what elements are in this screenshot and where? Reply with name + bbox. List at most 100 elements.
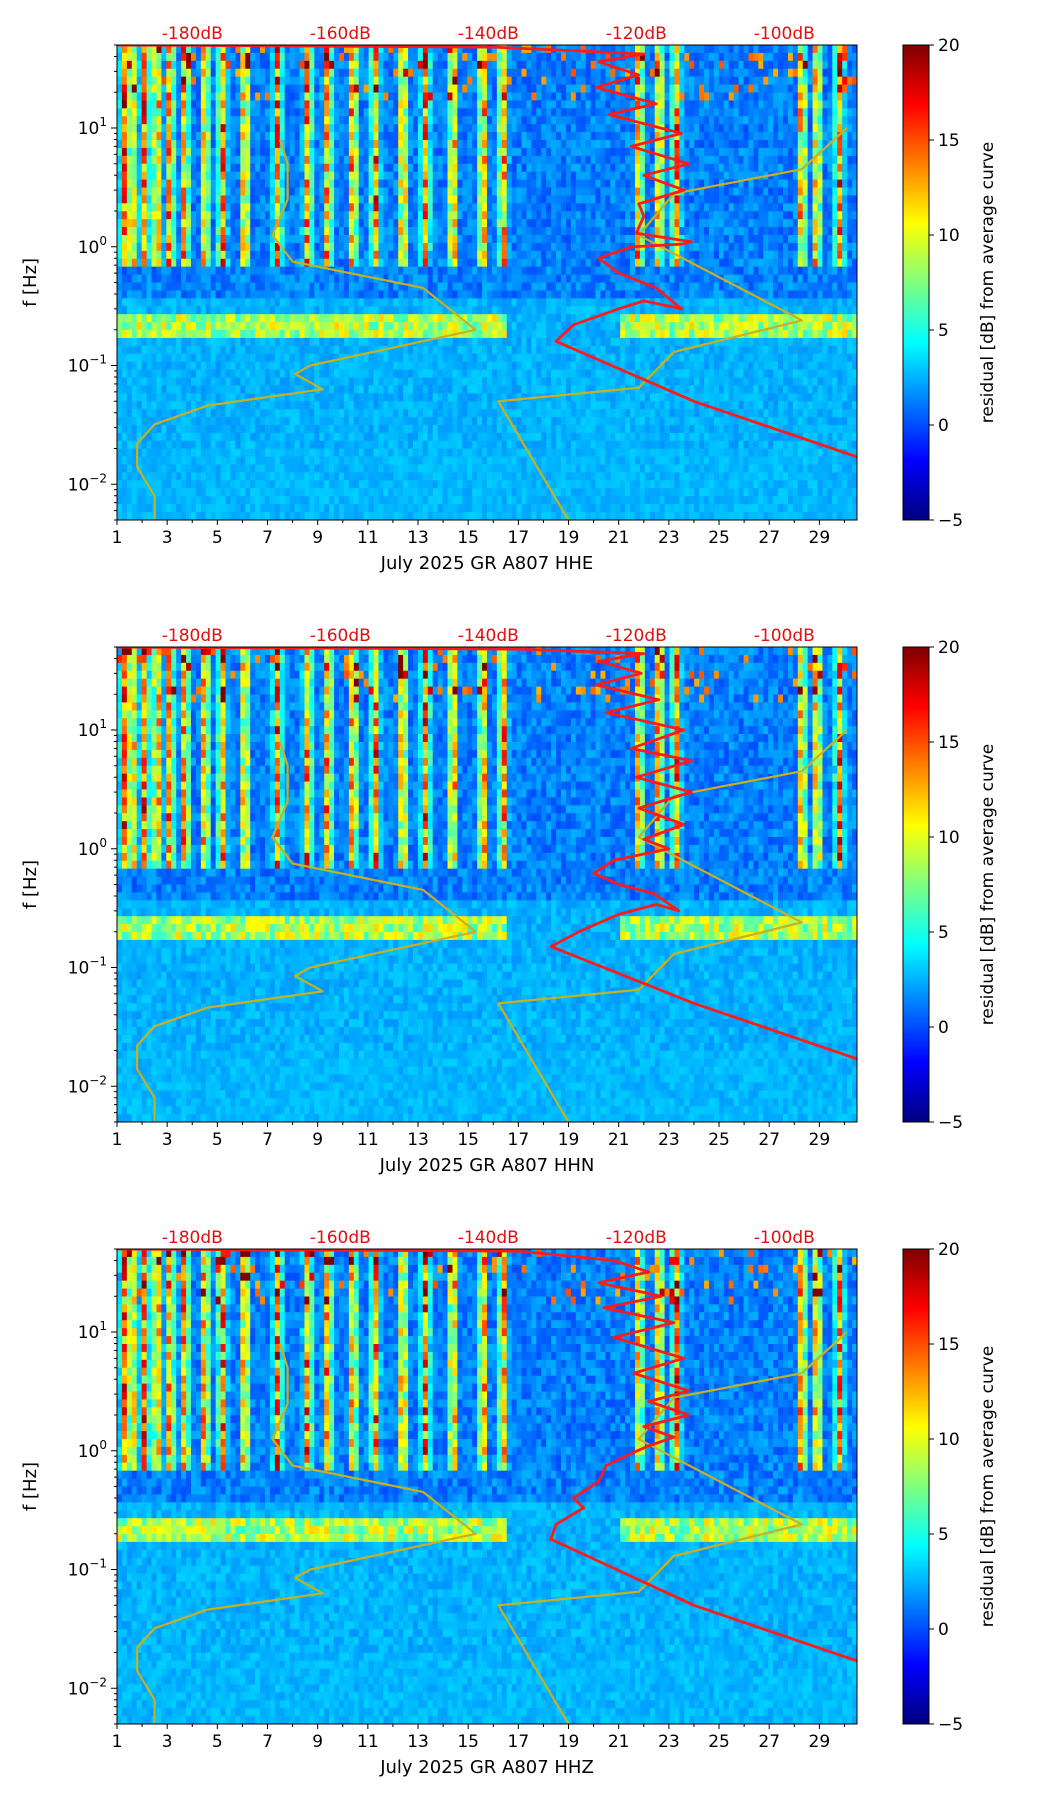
x-tick-label: 5 — [212, 528, 223, 548]
x-tick-label: 21 — [608, 1732, 630, 1752]
y-axis-label: f [Hz] — [20, 860, 41, 909]
y-axis-label: f [Hz] — [20, 1462, 41, 1511]
x-tick-label: 19 — [558, 1732, 580, 1752]
x-tick-label: 27 — [758, 1732, 780, 1752]
x-tick-label: 17 — [508, 528, 530, 548]
db-scale-label: -120dB — [606, 626, 667, 646]
x-tick-label: 9 — [312, 1130, 323, 1150]
colorbar-tick-label: 15 — [938, 1335, 960, 1355]
x-tick-label: 11 — [357, 1130, 379, 1150]
y-tick-label: 100 — [78, 1438, 107, 1462]
x-tick-label: 21 — [608, 1130, 630, 1150]
db-scale-label: -180dB — [162, 626, 223, 646]
x-tick-label: 11 — [357, 1732, 379, 1752]
y-tick-label: 10−1 — [68, 1557, 107, 1581]
y-tick-label: 10−2 — [68, 1073, 107, 1097]
spectrogram-panel-2: -180dB -160dB -140dB -120dB -100dB 1 3 5 7 9 11 13 1… — [0, 602, 1052, 1204]
x-tick-label: 17 — [508, 1130, 530, 1150]
db-scale-label: -100dB — [754, 1228, 815, 1248]
db-scale-label: -140dB — [458, 626, 519, 646]
x-tick-label: 25 — [708, 1732, 730, 1752]
colorbar-tick-label: 10 — [938, 828, 960, 848]
x-tick-label: 23 — [658, 1130, 680, 1150]
db-scale-label: -180dB — [162, 24, 223, 44]
x-tick-label: 9 — [312, 528, 323, 548]
x-tick-label: 15 — [457, 1130, 479, 1150]
y-tick-label: 101 — [78, 1319, 107, 1343]
y-tick-label: 10−2 — [68, 471, 107, 495]
colorbar-tick-label: 15 — [938, 733, 960, 753]
y-axis-label: f [Hz] — [20, 258, 41, 307]
yellow-reference-curve — [497, 127, 848, 520]
colorbar-label: residual [dB] from average curve — [978, 744, 998, 1025]
x-tick-label: 29 — [809, 1130, 831, 1150]
x-tick-label: 13 — [407, 1732, 429, 1752]
yellow-reference-curve — [136, 1343, 477, 1724]
x-tick-label: 17 — [508, 1732, 530, 1752]
y-tick-label: 100 — [78, 836, 107, 860]
x-tick-label: 3 — [162, 1732, 173, 1752]
x-tick-label: 21 — [608, 528, 630, 548]
colorbar-tick-label: 20 — [938, 638, 960, 658]
colorbar-tick-label: −5 — [938, 1113, 963, 1133]
spectrogram-heatmap — [117, 647, 857, 1122]
spectrogram-heatmap — [117, 1249, 857, 1724]
db-scale-label: -140dB — [458, 24, 519, 44]
x-axis-label: July 2025 GR A807 HHE — [380, 553, 594, 574]
x-axis-label: July 2025 GR A807 HHN — [379, 1155, 595, 1176]
red-average-curve — [117, 45, 857, 459]
x-tick-label: 5 — [212, 1130, 223, 1150]
db-scale-label: -180dB — [162, 1228, 223, 1248]
colorbar-tick-label: −5 — [938, 511, 963, 531]
y-tick-label: 10−1 — [68, 955, 107, 979]
x-tick-label: 27 — [758, 528, 780, 548]
y-tick-label: 100 — [78, 234, 107, 258]
yellow-reference-curve — [497, 729, 848, 1122]
x-tick-label: 19 — [558, 528, 580, 548]
colorbar-tick-label: 5 — [938, 321, 949, 341]
x-tick-label: 25 — [708, 528, 730, 548]
x-tick-label: 11 — [357, 528, 379, 548]
x-tick-label: 3 — [162, 1130, 173, 1150]
db-scale-label: -140dB — [458, 1228, 519, 1248]
colorbar-tick-label: 5 — [938, 1525, 949, 1545]
x-tick-label: 3 — [162, 528, 173, 548]
x-tick-label: 15 — [457, 528, 479, 548]
spectrogram-panel-1: -180dB -160dB -140dB -120dB -100dB 1 3 5 7 9 11 13 1… — [0, 0, 1052, 602]
colorbar-tick-label: 15 — [938, 131, 960, 151]
yellow-reference-curve — [136, 139, 477, 520]
yellow-reference-curve — [497, 1331, 848, 1724]
x-tick-label: 29 — [809, 1732, 831, 1752]
db-scale-label: -100dB — [754, 626, 815, 646]
x-tick-label: 25 — [708, 1130, 730, 1150]
db-scale-label: -160dB — [310, 24, 371, 44]
colorbar-tick-label: 20 — [938, 36, 960, 56]
db-scale-label: -100dB — [754, 24, 815, 44]
x-tick-label: 7 — [262, 1130, 273, 1150]
x-tick-label: 7 — [262, 1732, 273, 1752]
x-tick-label: 13 — [407, 1130, 429, 1150]
yellow-reference-curve — [136, 741, 477, 1122]
y-tick-label: 101 — [78, 717, 107, 741]
db-scale-label: -120dB — [606, 1228, 667, 1248]
x-tick-label: 7 — [262, 528, 273, 548]
colorbar-tick-label: 0 — [938, 1018, 949, 1038]
colorbar-label: residual [dB] from average curve — [978, 142, 998, 423]
x-tick-label: 5 — [212, 1732, 223, 1752]
red-average-curve — [117, 647, 857, 1061]
spectrogram-heatmap — [117, 45, 857, 520]
y-tick-label: 10−2 — [68, 1675, 107, 1699]
colorbar-tick-label: 5 — [938, 923, 949, 943]
x-tick-label: 23 — [658, 1732, 680, 1752]
x-tick-label: 9 — [312, 1732, 323, 1752]
x-tick-label: 13 — [407, 528, 429, 548]
spectrogram-panel-3: -180dB -160dB -140dB -120dB -100dB 1 3 5 7 9 11 13 1… — [0, 1204, 1052, 1806]
x-tick-label: 1 — [112, 1130, 123, 1150]
colorbar-tick-label: 20 — [938, 1240, 960, 1260]
db-scale-label: -160dB — [310, 626, 371, 646]
colorbar — [902, 44, 930, 521]
colorbar — [902, 1248, 930, 1725]
colorbar — [902, 646, 930, 1123]
